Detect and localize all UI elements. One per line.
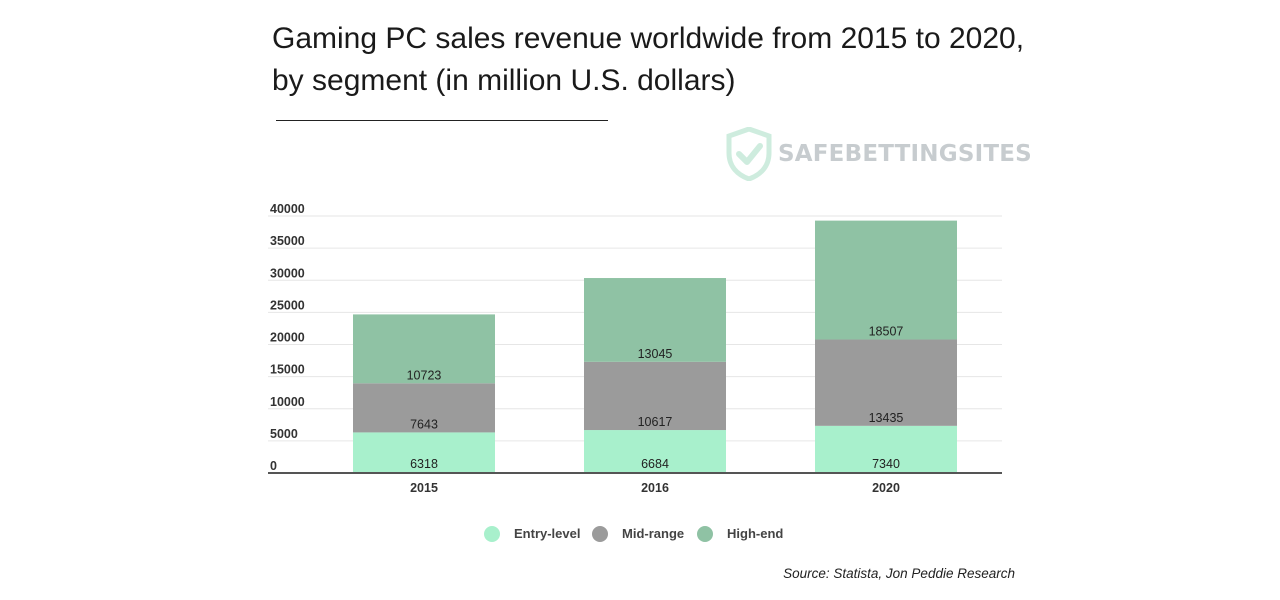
y-tick-label: 35000 [270,234,305,248]
bar-segment [584,430,726,473]
y-tick-label: 5000 [270,427,298,441]
bar-segment [815,220,957,340]
x-tick-label: 2020 [872,481,900,495]
y-tick-label: 30000 [270,266,305,280]
bar-segment [353,314,495,384]
x-tick-label: 2015 [410,481,438,495]
legend-label: Entry-level [514,526,580,541]
data-label: 7643 [410,417,438,431]
data-label: 13045 [638,347,673,361]
y-tick-label: 0 [270,459,277,473]
data-label: 10617 [638,415,673,429]
data-label: 18507 [869,325,904,339]
x-tick-label: 2016 [641,481,669,495]
data-label: 7340 [872,457,900,471]
bar-segment [584,278,726,362]
bar-segment [815,339,957,426]
title-underline [276,120,608,121]
y-tick-label: 40000 [270,202,305,216]
legend-label: High-end [727,526,783,541]
y-tick-label: 20000 [270,331,305,345]
legend-marker [592,526,608,542]
data-label: 10723 [407,368,442,382]
data-label: 6318 [410,457,438,471]
y-tick-label: 15000 [270,363,305,377]
y-tick-label: 25000 [270,298,305,312]
y-tick-label: 10000 [270,395,305,409]
legend-label: Mid-range [622,526,684,541]
chart-title: Gaming PC sales revenue worldwide from 2… [272,22,1025,97]
watermark-text: SAFEBETTINGSITES [778,141,1032,167]
shield-check-icon [726,127,772,181]
legend-marker [697,526,713,542]
bar-segment [353,383,495,433]
legend-marker [484,526,500,542]
bar-segment [815,425,957,473]
data-label: 13435 [869,411,904,425]
data-label: 6684 [641,457,669,471]
watermark: SAFEBETTINGSITES [726,126,1032,182]
bar-segment [353,432,495,473]
source-note: Source: Statista, Jon Peddie Research [783,566,1015,581]
bar-segment [584,361,726,431]
